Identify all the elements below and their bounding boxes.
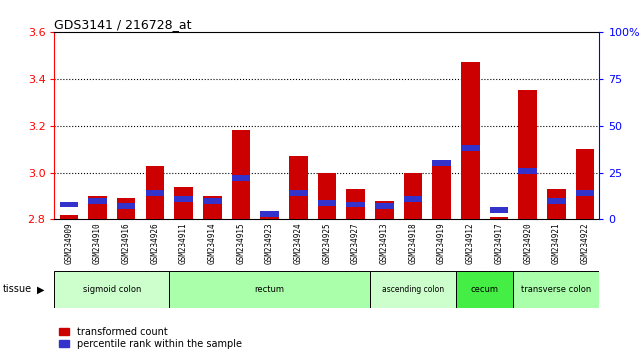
Bar (146, 190, 164, 196)
Text: GSM234923: GSM234923 (265, 222, 274, 264)
Bar (117, 204, 135, 209)
Bar (404, 196, 422, 202)
Bar (375, 204, 394, 209)
Text: GSM234914: GSM234914 (208, 222, 217, 264)
Text: GSM234919: GSM234919 (437, 222, 446, 264)
Text: GSM234915: GSM234915 (237, 222, 246, 264)
Legend: transformed count, percentile rank within the sample: transformed count, percentile rank withi… (60, 327, 242, 349)
Bar (490, 207, 508, 213)
Bar (203, 198, 222, 204)
Text: tissue: tissue (3, 284, 32, 295)
Text: GSM234922: GSM234922 (581, 222, 590, 264)
Text: GSM234912: GSM234912 (466, 222, 475, 264)
Text: cecum: cecum (470, 285, 499, 294)
Text: ▶: ▶ (37, 284, 45, 295)
Bar (231, 130, 250, 219)
Bar (260, 211, 279, 217)
Bar (169, 271, 370, 308)
Text: GSM234911: GSM234911 (179, 222, 188, 264)
Text: sigmoid colon: sigmoid colon (83, 285, 141, 294)
Bar (174, 187, 193, 219)
Bar (370, 271, 456, 308)
Bar (231, 175, 250, 181)
Bar (432, 160, 451, 166)
Bar (519, 91, 537, 219)
Bar (174, 196, 193, 202)
Bar (576, 190, 594, 196)
Text: GSM234910: GSM234910 (93, 222, 102, 264)
Bar (88, 196, 107, 219)
Text: GSM234925: GSM234925 (322, 222, 331, 264)
Text: GSM234918: GSM234918 (408, 222, 417, 264)
Text: GSM234909: GSM234909 (64, 222, 73, 264)
Text: GDS3141 / 216728_at: GDS3141 / 216728_at (54, 18, 192, 31)
Text: GSM234924: GSM234924 (294, 222, 303, 264)
Text: rectum: rectum (254, 285, 285, 294)
Bar (317, 172, 337, 219)
Bar (547, 198, 565, 204)
Bar (146, 166, 164, 219)
Text: GSM234921: GSM234921 (552, 222, 561, 264)
Text: GSM234913: GSM234913 (379, 222, 388, 264)
Bar (576, 149, 594, 219)
Text: GSM234920: GSM234920 (523, 222, 532, 264)
Bar (346, 189, 365, 219)
Text: GSM234917: GSM234917 (494, 222, 503, 264)
Text: ascending colon: ascending colon (382, 285, 444, 294)
Bar (203, 196, 222, 219)
Bar (88, 198, 107, 204)
Bar (260, 217, 279, 219)
Bar (317, 200, 337, 206)
Bar (461, 145, 479, 151)
Bar (289, 190, 308, 196)
Bar (513, 271, 599, 308)
Text: transverse colon: transverse colon (521, 285, 592, 294)
Text: GSM234916: GSM234916 (122, 222, 131, 264)
Bar (54, 271, 169, 308)
Bar (456, 271, 513, 308)
Bar (60, 201, 78, 207)
Bar (289, 156, 308, 219)
Bar (346, 201, 365, 207)
Bar (117, 198, 135, 219)
Bar (519, 168, 537, 173)
Bar (60, 215, 78, 219)
Text: GSM234927: GSM234927 (351, 222, 360, 264)
Bar (547, 189, 565, 219)
Bar (404, 172, 422, 219)
Text: GSM234926: GSM234926 (151, 222, 160, 264)
Bar (432, 161, 451, 219)
Bar (375, 201, 394, 219)
Bar (490, 217, 508, 219)
Bar (461, 62, 479, 219)
